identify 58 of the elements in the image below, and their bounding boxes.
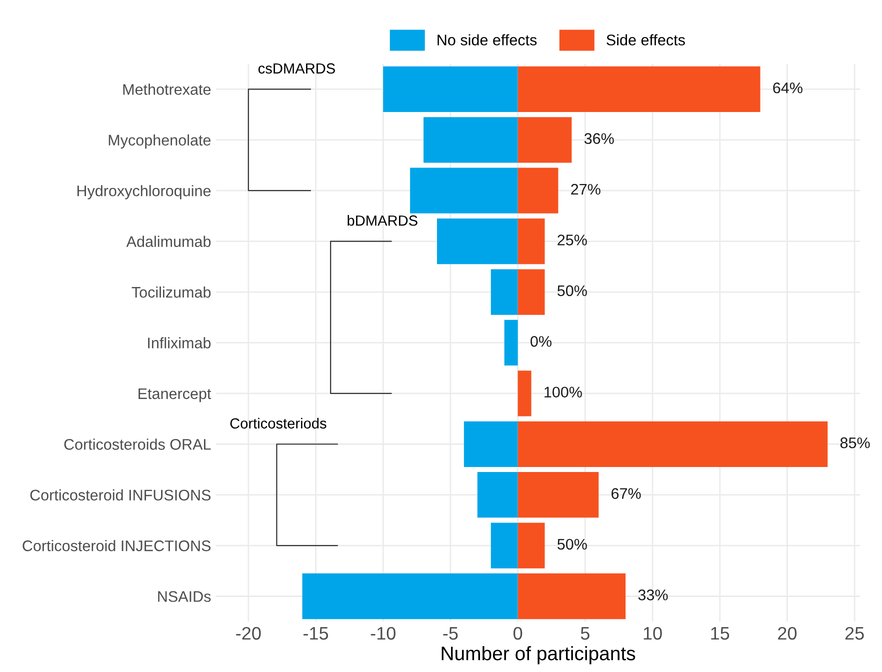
bar <box>518 472 599 518</box>
bar <box>424 117 518 163</box>
bar <box>477 472 518 518</box>
annotation: 85% <box>840 437 870 448</box>
y-tick-label: Corticosteroid INJECTIONS <box>22 540 211 552</box>
bar <box>518 117 572 163</box>
annotation: 25% <box>558 234 587 246</box>
bar <box>518 573 626 620</box>
y-tick-label: Adalimumab <box>126 236 211 247</box>
legend-label: Side effects <box>606 34 685 46</box>
bar <box>383 66 518 112</box>
x-tick-label: 25 <box>845 626 864 640</box>
bar <box>410 168 518 214</box>
legend-label: No side effects <box>438 34 537 46</box>
bar <box>464 421 518 467</box>
annotation: 0% <box>530 336 552 347</box>
x-tick-label: -20 <box>236 626 261 640</box>
y-tick-label: Etanercept <box>138 388 212 402</box>
annotation: 64% <box>773 82 802 94</box>
annotation: 100% <box>544 386 582 398</box>
annotation: csDMARDS <box>258 63 335 74</box>
annotation: 50% <box>557 285 587 296</box>
annotation: 36% <box>584 133 614 144</box>
x-axis-title: Number of participants <box>442 646 636 664</box>
bar <box>490 522 518 568</box>
annotation: 33% <box>638 590 668 600</box>
bar <box>490 269 518 315</box>
x-tick-label: 10 <box>644 626 662 640</box>
annotation: Corticosteriods <box>230 418 326 429</box>
y-tick-label: Methotrexate <box>123 84 211 95</box>
bar <box>518 370 532 416</box>
y-tick-label: Infliximab <box>148 337 211 348</box>
y-tick-label: Mycophenolate <box>108 134 211 149</box>
y-tick-label: NSAIDs <box>158 591 211 602</box>
bar <box>302 573 518 620</box>
bar <box>436 218 518 264</box>
x-tick-label: -5 <box>443 627 458 640</box>
bar <box>504 320 518 366</box>
bar <box>518 218 545 264</box>
bar <box>518 269 545 315</box>
bar <box>518 421 828 467</box>
bar <box>518 168 558 214</box>
x-tick-label: 0 <box>514 626 522 640</box>
annotation: 67% <box>612 488 641 499</box>
x-tick-label: -10 <box>370 626 396 640</box>
annotation: 27% <box>571 184 600 195</box>
x-tick-label: 5 <box>580 627 590 640</box>
y-tick-label: Tocilizumab <box>132 286 211 298</box>
y-tick-label: Corticosteroids ORAL <box>64 438 211 450</box>
x-tick-label: 15 <box>711 627 730 640</box>
annotation: 50% <box>557 538 587 550</box>
annotation: bDMARDS <box>348 215 418 226</box>
bar <box>518 66 760 112</box>
x-tick-label: 20 <box>778 626 797 640</box>
bar <box>518 522 545 568</box>
y-tick-label: Corticosteroid INFUSIONS <box>30 489 211 501</box>
y-tick-label: Hydroxychloroquine <box>77 185 211 200</box>
x-tick-label: -15 <box>304 627 328 640</box>
